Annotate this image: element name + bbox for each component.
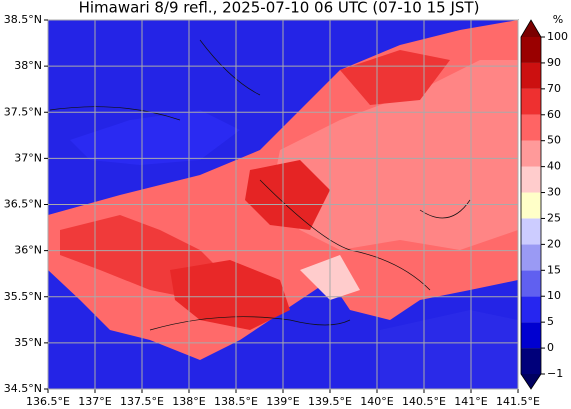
colorbar-segment xyxy=(521,140,541,167)
colorbar-tick-label: 70 xyxy=(547,82,561,95)
colorbar-over xyxy=(521,20,541,37)
colorbar-tick-label: 5 xyxy=(547,315,554,328)
colorbar-segment xyxy=(521,270,541,297)
colorbar-segment xyxy=(521,114,541,141)
y-tick-label: 35.5°N xyxy=(4,290,42,303)
colorbar-segment xyxy=(521,348,541,374)
colorbar-tick-label: 100 xyxy=(547,30,568,43)
x-tick-label: 139.5°E xyxy=(308,395,352,408)
colorbar-tick-label: 0 xyxy=(547,341,554,354)
x-tick-label: 139°E xyxy=(266,395,299,408)
y-tick-label: 38.5°N xyxy=(4,13,42,26)
colorbar-segment xyxy=(521,296,541,323)
colorbar-tick-label: 20 xyxy=(547,237,561,250)
colorbar-tick-label: 50 xyxy=(547,134,561,147)
x-tick-label: 140°E xyxy=(360,395,393,408)
colorbar-tick-label: 10 xyxy=(547,289,561,302)
y-tick-label: 36°N xyxy=(14,244,42,257)
colorbar-tick-label: 15 xyxy=(547,263,561,276)
x-tick-label: 141.5°E xyxy=(496,395,540,408)
colorbar-tick-label: −1 xyxy=(547,367,563,380)
colorbar-segment xyxy=(521,88,541,115)
colorbar-segment xyxy=(521,192,541,219)
x-tick-label: 137°E xyxy=(78,395,111,408)
y-tick-label: 37°N xyxy=(14,151,42,164)
x-tick-label: 140.5°E xyxy=(402,395,446,408)
map-title: Himawari 8/9 refl., 2025-07-10 06 UTC (0… xyxy=(79,0,480,17)
colorbar-segment xyxy=(521,218,541,245)
y-tick-label: 36.5°N xyxy=(4,198,42,211)
colorbar-segment xyxy=(521,166,541,193)
colorbar-segment xyxy=(521,244,541,271)
colorbar-segment xyxy=(521,37,541,63)
colorbar-tick-label: 90 xyxy=(547,56,561,69)
y-tick-label: 38°N xyxy=(14,59,42,72)
x-tick-label: 137.5°E xyxy=(120,395,164,408)
x-tick-label: 136.5°E xyxy=(26,395,70,408)
colorbar-tick-label: 25 xyxy=(547,211,561,224)
x-tick-label: 138.5°E xyxy=(214,395,258,408)
y-tick-label: 34.5°N xyxy=(4,382,42,395)
colorbar-segment xyxy=(521,62,541,89)
y-tick-label: 35°N xyxy=(14,336,42,349)
x-tick-label: 138°E xyxy=(172,395,205,408)
x-tick-label: 141°E xyxy=(454,395,487,408)
colorbar-tick-label: 60 xyxy=(547,108,561,121)
colorbar-unit: % xyxy=(553,13,563,26)
colorbar-under xyxy=(521,374,541,389)
y-tick-label: 37.5°N xyxy=(4,105,42,118)
colorbar-tick-label: 40 xyxy=(547,160,561,173)
colorbar-tick-label: 30 xyxy=(547,186,561,199)
colorbar-segment xyxy=(521,322,541,349)
